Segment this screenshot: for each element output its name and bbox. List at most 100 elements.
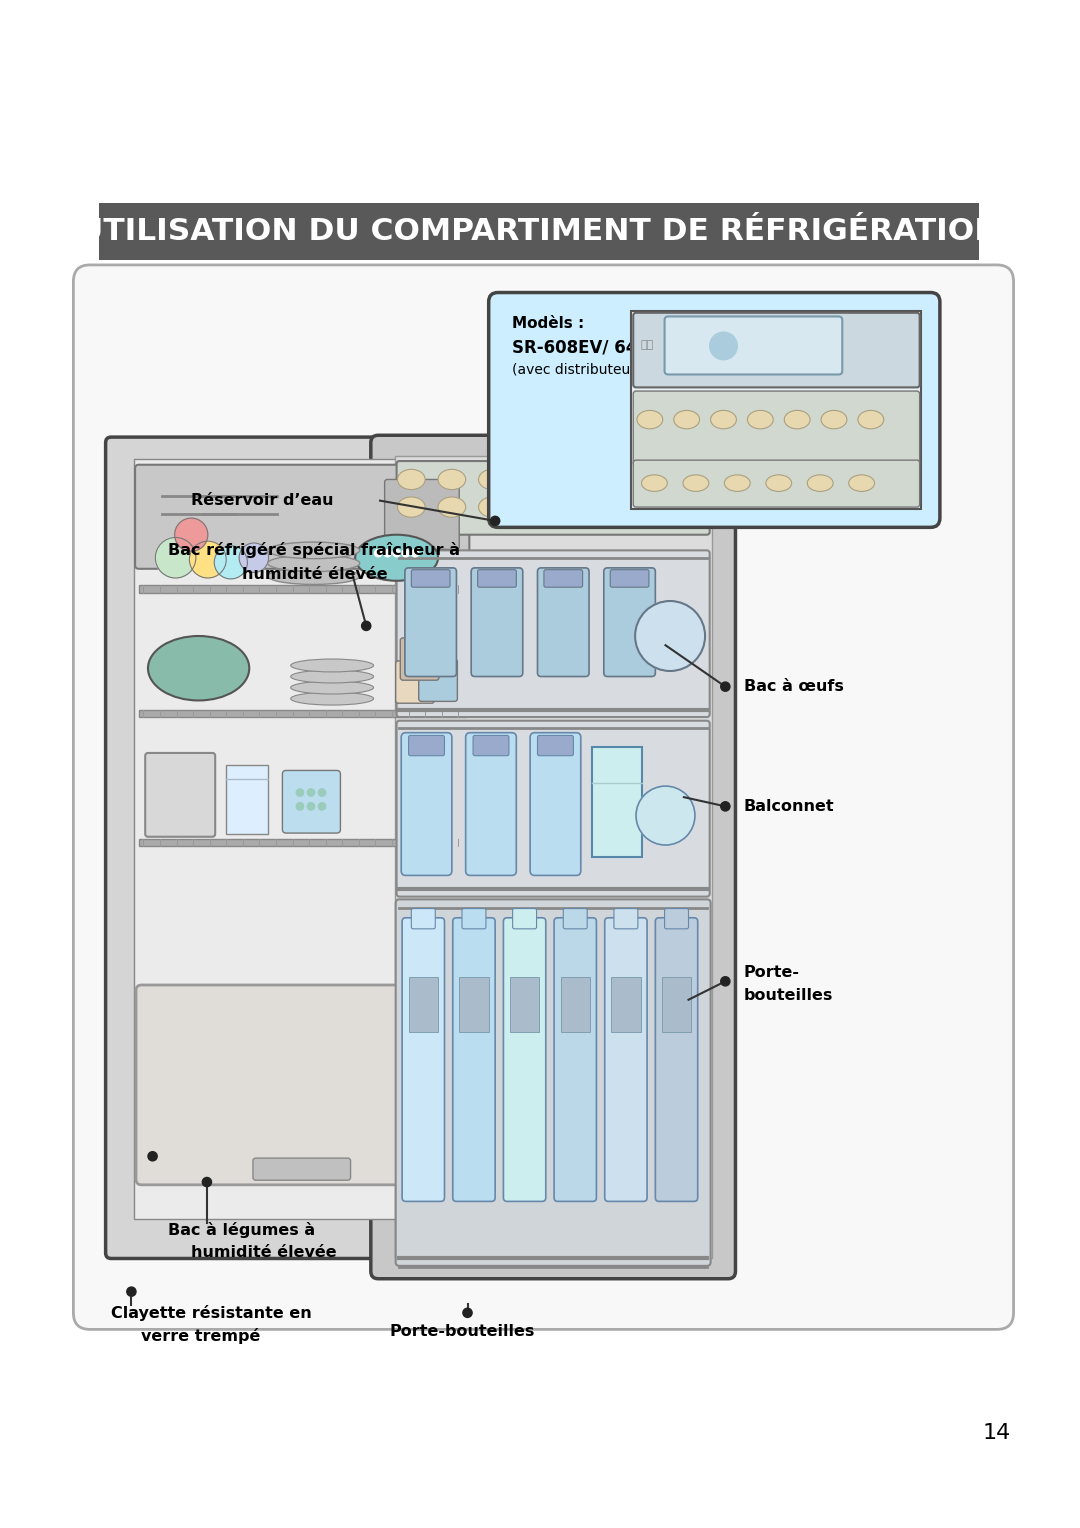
Ellipse shape bbox=[268, 555, 360, 571]
Ellipse shape bbox=[600, 469, 627, 489]
Ellipse shape bbox=[711, 411, 737, 429]
Ellipse shape bbox=[355, 535, 438, 581]
Ellipse shape bbox=[766, 475, 792, 492]
Ellipse shape bbox=[725, 475, 751, 492]
Ellipse shape bbox=[637, 411, 663, 429]
FancyBboxPatch shape bbox=[488, 292, 940, 527]
FancyBboxPatch shape bbox=[396, 461, 710, 535]
Circle shape bbox=[720, 802, 730, 811]
Ellipse shape bbox=[559, 497, 588, 516]
FancyBboxPatch shape bbox=[473, 735, 509, 756]
Ellipse shape bbox=[519, 497, 546, 516]
Text: verre trempé: verre trempé bbox=[140, 1328, 260, 1343]
Ellipse shape bbox=[674, 411, 700, 429]
FancyBboxPatch shape bbox=[656, 918, 698, 1201]
Text: Balconnet: Balconnet bbox=[744, 799, 835, 814]
Ellipse shape bbox=[858, 411, 883, 429]
Circle shape bbox=[296, 788, 303, 796]
Text: ⌒⌒: ⌒⌒ bbox=[640, 339, 653, 350]
Text: Porte-: Porte- bbox=[744, 964, 800, 979]
FancyBboxPatch shape bbox=[134, 460, 470, 1219]
Circle shape bbox=[383, 550, 391, 556]
FancyBboxPatch shape bbox=[99, 203, 978, 260]
Ellipse shape bbox=[683, 475, 708, 492]
Text: Modèls :: Modèls : bbox=[512, 315, 584, 330]
FancyBboxPatch shape bbox=[370, 435, 735, 1279]
Text: (avec distributeur d'eau): (avec distributeur d'eau) bbox=[512, 362, 684, 376]
FancyBboxPatch shape bbox=[138, 585, 465, 593]
FancyBboxPatch shape bbox=[411, 909, 435, 929]
FancyBboxPatch shape bbox=[145, 753, 215, 837]
Circle shape bbox=[202, 1178, 212, 1187]
Ellipse shape bbox=[478, 469, 507, 489]
Ellipse shape bbox=[640, 497, 669, 516]
Ellipse shape bbox=[291, 659, 374, 672]
Circle shape bbox=[710, 332, 738, 359]
FancyBboxPatch shape bbox=[405, 568, 457, 677]
Ellipse shape bbox=[642, 475, 667, 492]
FancyBboxPatch shape bbox=[544, 570, 582, 587]
FancyBboxPatch shape bbox=[554, 918, 596, 1201]
FancyBboxPatch shape bbox=[453, 918, 495, 1201]
FancyBboxPatch shape bbox=[401, 733, 451, 876]
Text: SR-608EV/ 648EV/ 688EV: SR-608EV/ 648EV/ 688EV bbox=[512, 338, 743, 356]
Ellipse shape bbox=[747, 411, 773, 429]
Ellipse shape bbox=[291, 681, 374, 694]
FancyBboxPatch shape bbox=[530, 733, 581, 876]
FancyBboxPatch shape bbox=[419, 659, 457, 701]
Circle shape bbox=[156, 538, 195, 578]
Ellipse shape bbox=[821, 411, 847, 429]
FancyBboxPatch shape bbox=[226, 766, 268, 834]
Ellipse shape bbox=[438, 469, 465, 489]
Circle shape bbox=[239, 542, 269, 573]
FancyBboxPatch shape bbox=[561, 976, 590, 1031]
FancyBboxPatch shape bbox=[138, 709, 465, 717]
Ellipse shape bbox=[478, 497, 507, 516]
Ellipse shape bbox=[268, 542, 360, 559]
Text: Bac à œufs: Bac à œufs bbox=[744, 678, 843, 694]
FancyBboxPatch shape bbox=[73, 264, 1013, 1329]
Circle shape bbox=[720, 976, 730, 986]
Text: bouteilles: bouteilles bbox=[744, 987, 833, 1002]
FancyBboxPatch shape bbox=[465, 733, 516, 876]
Circle shape bbox=[720, 681, 730, 691]
Ellipse shape bbox=[148, 636, 249, 700]
Ellipse shape bbox=[559, 469, 588, 489]
Circle shape bbox=[362, 622, 370, 631]
FancyBboxPatch shape bbox=[510, 976, 539, 1031]
FancyBboxPatch shape bbox=[395, 457, 712, 1258]
Circle shape bbox=[463, 1308, 472, 1317]
Circle shape bbox=[308, 802, 314, 810]
Circle shape bbox=[402, 550, 409, 556]
Ellipse shape bbox=[600, 497, 627, 516]
FancyBboxPatch shape bbox=[395, 900, 711, 1265]
Text: 14: 14 bbox=[983, 1423, 1011, 1442]
Circle shape bbox=[319, 788, 326, 796]
FancyBboxPatch shape bbox=[592, 747, 643, 857]
FancyBboxPatch shape bbox=[613, 909, 638, 929]
Text: Bac à légumes à: Bac à légumes à bbox=[168, 1222, 315, 1238]
Circle shape bbox=[490, 516, 500, 526]
Circle shape bbox=[319, 802, 326, 810]
Text: humidité élevée: humidité élevée bbox=[191, 1245, 337, 1261]
Circle shape bbox=[214, 545, 247, 579]
FancyBboxPatch shape bbox=[564, 909, 588, 929]
FancyBboxPatch shape bbox=[605, 918, 647, 1201]
FancyBboxPatch shape bbox=[384, 480, 459, 550]
Circle shape bbox=[411, 550, 419, 556]
FancyBboxPatch shape bbox=[106, 437, 499, 1259]
Circle shape bbox=[375, 550, 382, 556]
Ellipse shape bbox=[397, 497, 426, 516]
FancyBboxPatch shape bbox=[611, 976, 640, 1031]
Circle shape bbox=[189, 541, 226, 578]
FancyBboxPatch shape bbox=[633, 313, 920, 388]
Circle shape bbox=[635, 601, 705, 671]
FancyBboxPatch shape bbox=[513, 909, 537, 929]
FancyBboxPatch shape bbox=[664, 909, 689, 929]
FancyBboxPatch shape bbox=[411, 570, 450, 587]
FancyBboxPatch shape bbox=[253, 1158, 351, 1180]
FancyBboxPatch shape bbox=[408, 735, 445, 756]
FancyBboxPatch shape bbox=[401, 637, 438, 680]
FancyBboxPatch shape bbox=[282, 770, 340, 833]
FancyBboxPatch shape bbox=[538, 735, 573, 756]
